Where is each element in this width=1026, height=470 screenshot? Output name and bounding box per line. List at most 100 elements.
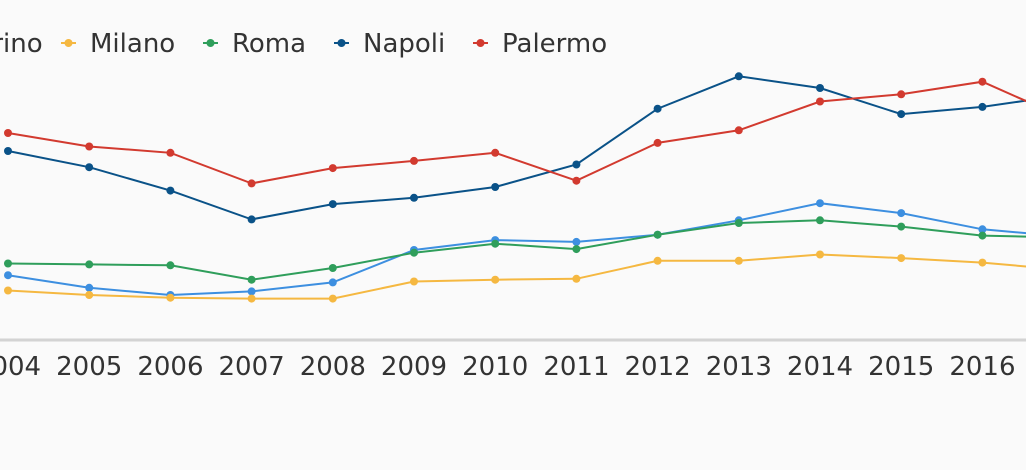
series-milano (4, 250, 1026, 303)
data-point-roma-2004 (4, 259, 12, 268)
legend-item-milano[interactable]: Milano (61, 29, 175, 59)
legend-marker-dot (64, 39, 73, 47)
x-tick-label: 2014 (787, 352, 853, 382)
series-line-palermo (7, 80, 1026, 185)
x-tick-label: 2006 (137, 352, 203, 382)
legend-marker-dot (337, 39, 346, 47)
data-point-palermo-2013 (734, 126, 743, 135)
data-point-napoli-2015 (897, 110, 906, 119)
legend-label: Torino (0, 29, 43, 59)
data-point-roma-2013 (734, 219, 743, 227)
data-point-napoli-2014 (816, 84, 824, 92)
legend-label: Palermo (502, 29, 607, 59)
x-tick-label: 2015 (868, 352, 934, 382)
data-point-torino-2007 (247, 287, 256, 296)
legend-label: Roma (232, 29, 306, 59)
data-point-palermo-2014 (816, 97, 824, 106)
data-point-milano-2009 (410, 277, 418, 286)
series-roma (4, 216, 1026, 284)
legend-item-torino[interactable]: Torino (0, 29, 43, 59)
x-tick-label: 2009 (381, 352, 447, 382)
x-tick-label: 2010 (462, 352, 528, 382)
data-point-napoli-2016 (978, 102, 987, 111)
data-point-torino-2014 (816, 199, 824, 208)
data-point-roma-2010 (491, 239, 500, 248)
data-point-roma-2006 (166, 261, 175, 270)
data-point-milano-2011 (572, 274, 581, 283)
legend-label: Napoli (363, 29, 445, 59)
legend-item-roma[interactable]: Roma (203, 29, 306, 59)
data-point-roma-2005 (85, 260, 94, 269)
series-palermo (4, 77, 1026, 188)
x-tick-label: 2013 (706, 352, 772, 382)
x-tick-label: 2012 (625, 352, 691, 382)
legend-item-palermo[interactable]: Palermo (473, 29, 607, 59)
series-line-napoli (7, 75, 1026, 221)
data-point-napoli-2013 (734, 72, 743, 81)
data-point-palermo-2008 (328, 164, 337, 173)
data-point-napoli-2007 (247, 215, 256, 224)
legend-item-napoli[interactable]: Napoli (334, 29, 445, 59)
x-tick-label: 2008 (300, 352, 366, 382)
legend: Torino Milano Roma Napoli Palermo (0, 29, 607, 59)
data-point-torino-2005 (85, 283, 94, 292)
x-tick-label: 2004 (0, 352, 41, 382)
data-point-torino-2015 (897, 209, 906, 218)
data-point-torino-2008 (328, 278, 337, 287)
legend-marker-dot (206, 39, 215, 47)
data-point-torino-2004 (4, 271, 12, 280)
data-point-roma-2008 (328, 264, 337, 272)
data-point-napoli-2011 (572, 160, 581, 169)
data-point-milano-2016 (978, 258, 987, 267)
data-point-palermo-2011 (572, 176, 581, 185)
data-point-milano-2006 (166, 293, 175, 302)
x-tick-label: 2016 (949, 352, 1015, 382)
legend-label: Milano (90, 29, 175, 59)
data-point-palermo-2005 (85, 142, 94, 151)
x-tick-label: 2011 (543, 352, 609, 382)
x-tick-label: 2005 (56, 352, 122, 382)
data-point-torino-2011 (572, 237, 581, 246)
data-point-palermo-2004 (4, 129, 12, 137)
data-point-napoli-2009 (410, 193, 418, 202)
data-point-palermo-2012 (653, 138, 662, 147)
series-torino (4, 199, 1026, 299)
series-line-torino (7, 202, 1026, 297)
data-point-palermo-2006 (166, 148, 175, 157)
data-point-roma-2012 (653, 230, 662, 239)
data-point-roma-2009 (410, 248, 418, 257)
data-point-napoli-2008 (328, 200, 337, 209)
data-point-roma-2015 (897, 222, 906, 231)
series-napoli (4, 72, 1026, 224)
series-line-milano (7, 253, 1026, 300)
data-point-milano-2013 (734, 256, 743, 265)
data-point-milano-2007 (247, 294, 256, 303)
data-point-milano-2014 (816, 250, 824, 259)
data-point-milano-2004 (4, 286, 12, 295)
series-line-roma (7, 219, 1026, 281)
data-point-napoli-2006 (166, 186, 175, 195)
data-point-palermo-2010 (491, 148, 500, 157)
data-point-milano-2012 (653, 256, 662, 265)
data-point-roma-2007 (247, 275, 256, 284)
data-point-roma-2014 (816, 216, 824, 225)
data-point-palermo-2009 (410, 156, 418, 165)
data-point-napoli-2012 (653, 104, 662, 113)
data-point-milano-2005 (85, 291, 94, 299)
x-axis-ticks: 2004 2005 2006 2007 2008 2009 2010 2011 2012 2013… (0, 352, 1015, 382)
data-point-milano-2015 (897, 254, 906, 263)
data-point-napoli-2004 (4, 147, 12, 155)
data-point-napoli-2005 (85, 163, 94, 172)
data-point-milano-2008 (328, 294, 337, 303)
data-point-palermo-2016 (978, 77, 987, 86)
x-tick-label: 2007 (219, 352, 285, 382)
data-point-torino-2016 (978, 225, 987, 234)
data-point-palermo-2007 (247, 179, 256, 188)
data-point-palermo-2015 (897, 90, 906, 99)
data-point-roma-2016 (978, 231, 987, 240)
data-point-milano-2010 (491, 275, 500, 284)
data-point-napoli-2010 (491, 183, 500, 191)
series-layer (4, 72, 1026, 303)
legend-marker-dot (476, 39, 485, 47)
